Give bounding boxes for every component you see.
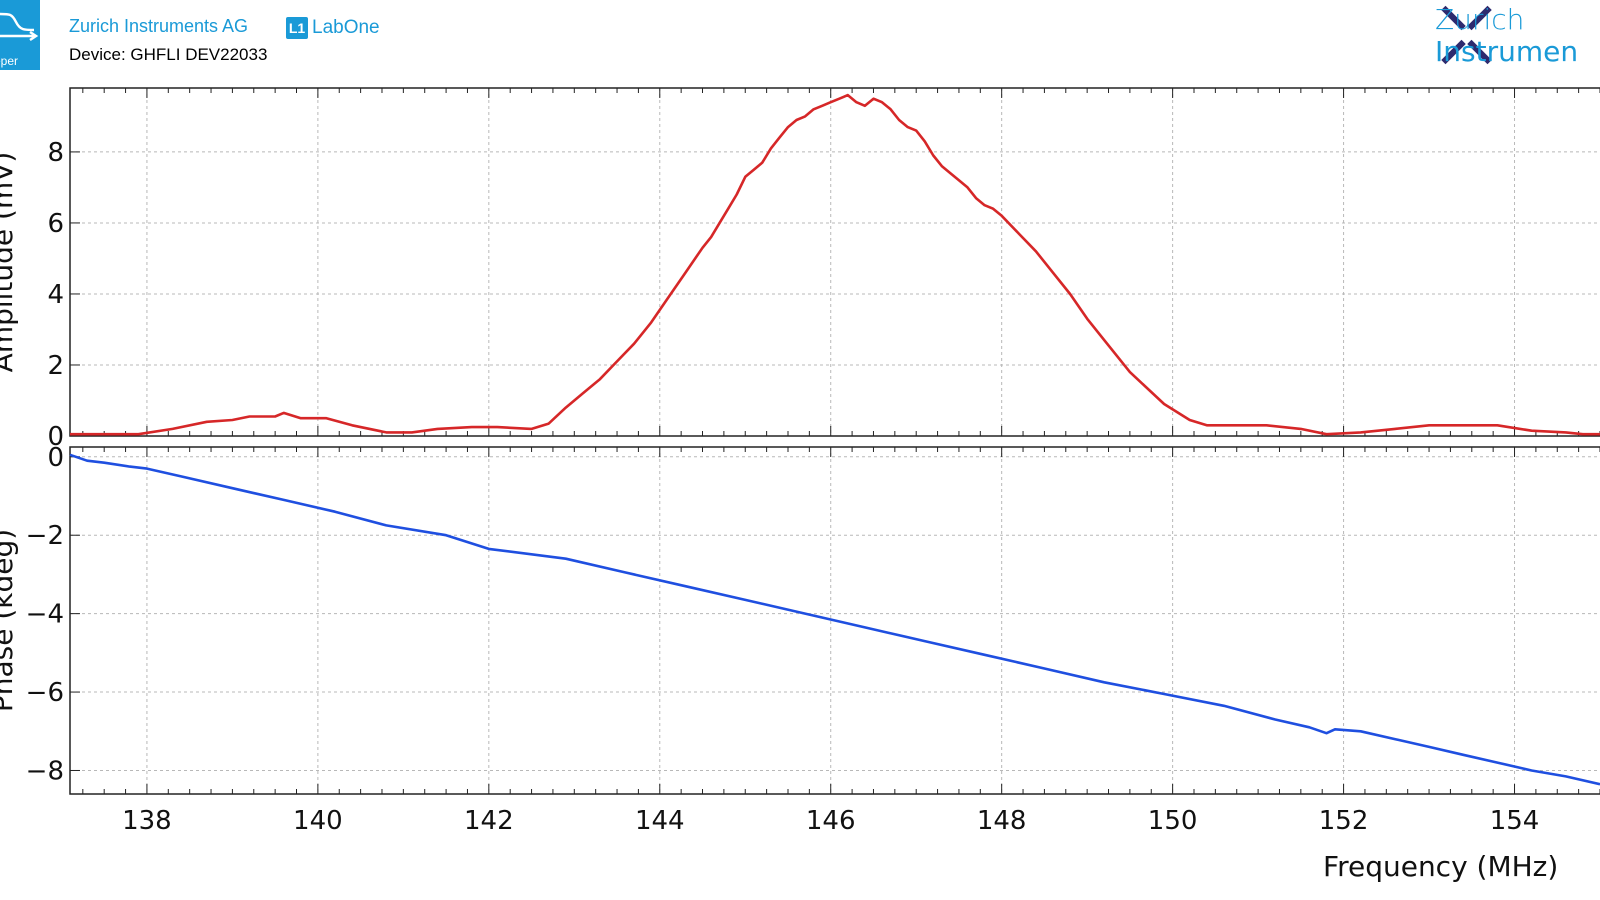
zi-logo-line1: Zurich [1435, 3, 1525, 36]
amplitude-y-tick-label: 0 [47, 422, 64, 452]
x-axis-label: Frequency (MHz) [1323, 850, 1558, 883]
phase-y-tick-label: −8 [26, 756, 64, 786]
device-label: Device: GHFLI DEV22033 [69, 45, 268, 64]
phase-y-tick-label: −2 [26, 521, 64, 551]
x-tick-label: 148 [977, 806, 1027, 836]
x-tick-label: 146 [806, 806, 856, 836]
sweep-wave-icon [0, 12, 39, 42]
sweeper-app-icon: eper [0, 0, 40, 70]
amplitude-y-tick-label: 8 [47, 138, 64, 168]
x-tick-label: 142 [464, 806, 514, 836]
x-tick-label: 140 [293, 806, 343, 836]
header: eper Zurich Instruments AG L1 LabOne Dev… [0, 0, 1600, 84]
phase-y-tick-label: 0 [47, 443, 64, 473]
phase-y-tick-label: −4 [26, 600, 64, 630]
labone-badge: L1 [286, 17, 308, 39]
phase-plot-frame [69, 446, 1600, 795]
amplitude-plot-frame [69, 87, 1600, 437]
phase-y-tick-label: −6 [26, 678, 64, 708]
labone-logo: L1 LabOne [286, 16, 380, 40]
amplitude-series-line [70, 93, 1600, 436]
x-tick-label: 144 [635, 806, 685, 836]
x-tick-label: 138 [122, 806, 172, 836]
zurich-instruments-logo-icon [1441, 5, 1492, 65]
amplitude-y-tick-label: 4 [47, 280, 64, 310]
amplitude-y-axis-label: Amplitude (mV) [0, 152, 19, 373]
phase-y-axis-label: Phase (kdeg) [0, 529, 19, 712]
x-tick-label: 154 [1490, 806, 1540, 836]
phase-series-line [69, 453, 1600, 786]
company-name: Zurich Instruments AG [69, 16, 249, 36]
amplitude-y-tick-label: 6 [47, 209, 64, 239]
x-tick-label: 150 [1148, 806, 1198, 836]
labone-label: LabOne [312, 17, 380, 38]
x-tick-label: 152 [1319, 806, 1369, 836]
zi-logo-line2: Instrumen [1435, 35, 1579, 68]
amplitude-y-tick-label: 2 [47, 351, 64, 381]
sweeper-label: eper [0, 54, 19, 68]
